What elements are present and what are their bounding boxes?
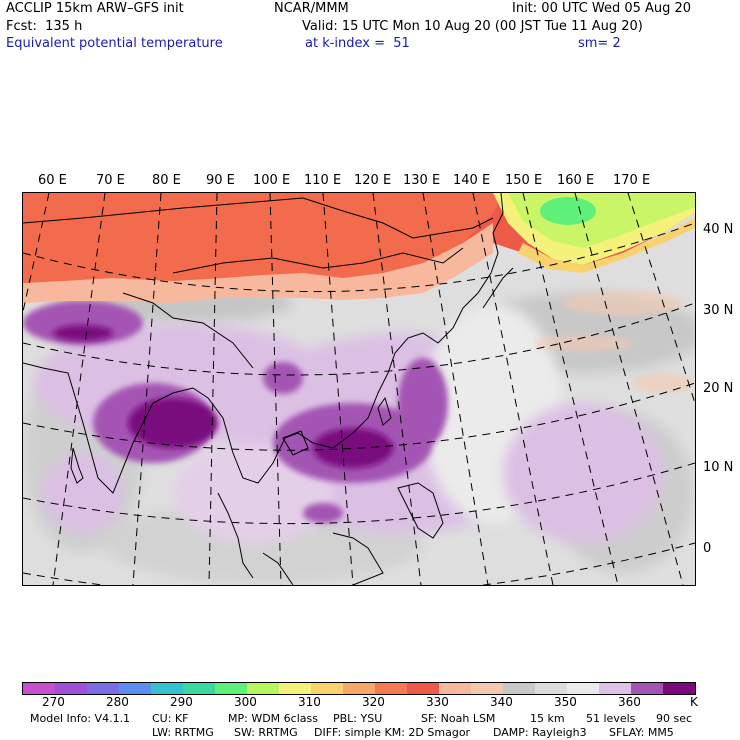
- colorbar-tick: 290: [170, 695, 193, 709]
- cumulus-scheme: CU: KF: [152, 712, 189, 725]
- colorbar-tick: 280: [106, 695, 129, 709]
- colorbar-tick: 270: [42, 695, 65, 709]
- resolution: 15 km: [530, 712, 565, 725]
- shortwave-scheme: SW: RRTMG: [234, 726, 298, 739]
- colorbar-tick: 310: [298, 695, 321, 709]
- colorbar-tick: 360: [618, 695, 641, 709]
- model-version: Model Info: V4.1.1: [30, 712, 131, 725]
- lat-label: 20 N: [703, 381, 734, 396]
- pbl-scheme: PBL: YSU: [333, 712, 383, 725]
- colorbar-swatch: [407, 683, 439, 694]
- colorbar-swatch: [663, 683, 695, 694]
- theta-e-field: [23, 193, 695, 585]
- colorbar-swatch: [503, 683, 535, 694]
- coastlines: [23, 193, 514, 585]
- lon-label: 140 E: [453, 173, 491, 188]
- meridians: [23, 193, 695, 585]
- lon-label: 120 E: [354, 173, 392, 188]
- surface-layer-scheme: SFLAY: MM5: [609, 726, 674, 739]
- lon-label: 70 E: [96, 173, 125, 188]
- colorbar-swatch: [439, 683, 471, 694]
- damping-scheme: DAMP: Rayleigh3: [493, 726, 587, 739]
- colorbar-tick: 350: [554, 695, 577, 709]
- colorbar-swatch: [567, 683, 599, 694]
- colorbar-swatch: [279, 683, 311, 694]
- colorbar-swatch: [55, 683, 87, 694]
- lon-label: 100 E: [253, 173, 291, 188]
- map-panel: [22, 192, 696, 586]
- colorbar-swatch: [23, 683, 55, 694]
- longwave-scheme: LW: RRTMG: [152, 726, 214, 739]
- lon-label: 170 E: [613, 173, 651, 188]
- model-title: ACCLIP 15km ARW–GFS init: [6, 1, 184, 16]
- lon-label: 160 E: [557, 173, 595, 188]
- lat-label: 10 N: [703, 460, 734, 475]
- colorbar-swatch: [631, 683, 663, 694]
- lon-label: 80 E: [152, 173, 181, 188]
- colorbar-swatch: [599, 683, 631, 694]
- colorbar-tick: 340: [490, 695, 513, 709]
- colorbar-swatch: [151, 683, 183, 694]
- organization-label: NCAR/MMM: [274, 1, 349, 16]
- lon-label: 60 E: [38, 173, 67, 188]
- colorbar-swatch: [343, 683, 375, 694]
- colorbar-tick: 320: [362, 695, 385, 709]
- lat-label: 30 N: [703, 303, 734, 318]
- lon-label: 150 E: [505, 173, 543, 188]
- valid-time: Valid: 15 UTC Mon 10 Aug 20 (00 JST Tue …: [302, 19, 643, 34]
- colorbar-tick: 300: [234, 695, 257, 709]
- colorbar-swatch: [183, 683, 215, 694]
- time-step: 90 sec: [656, 712, 693, 725]
- forecast-hour: Fcst: 135 h: [6, 19, 83, 34]
- microphysics-scheme: MP: WDM 6class: [228, 712, 318, 725]
- green-core: [540, 197, 596, 225]
- field-name: Equivalent potential temperature: [6, 36, 223, 51]
- colorbar-tick: 330: [426, 695, 449, 709]
- lon-label: 90 E: [206, 173, 235, 188]
- init-time: Init: 00 UTC Wed 05 Aug 20: [512, 1, 692, 16]
- diffusion-scheme: DIFF: simple KM: 2D Smagor: [314, 726, 471, 739]
- surface-scheme: SF: Noah LSM: [421, 712, 496, 725]
- lon-label: 130 E: [403, 173, 441, 188]
- colorbar-swatch: [535, 683, 567, 694]
- dark-purple-cores: [53, 325, 393, 468]
- colorbar-unit: K: [690, 695, 698, 709]
- parallels: [23, 222, 695, 585]
- lon-label: 110 E: [304, 173, 342, 188]
- colorbar: [22, 682, 696, 695]
- colorbar-swatch: [119, 683, 151, 694]
- lat-label: 40 N: [703, 222, 734, 237]
- colorbar-swatch: [375, 683, 407, 694]
- lat-label: 0: [703, 541, 712, 556]
- colorbar-swatch: [311, 683, 343, 694]
- vertical-levels: 51 levels: [586, 712, 636, 725]
- model-level: at k-index = 51: [305, 36, 410, 51]
- peach-transition: [23, 223, 493, 303]
- colorbar-swatch: [247, 683, 279, 694]
- warm-band-inner: [23, 193, 503, 283]
- smoothing-label: sm= 2: [578, 36, 621, 51]
- colorbar-swatch: [215, 683, 247, 694]
- colorbar-swatch: [471, 683, 503, 694]
- orange-edge: [518, 218, 695, 273]
- colorbar-swatch: [87, 683, 119, 694]
